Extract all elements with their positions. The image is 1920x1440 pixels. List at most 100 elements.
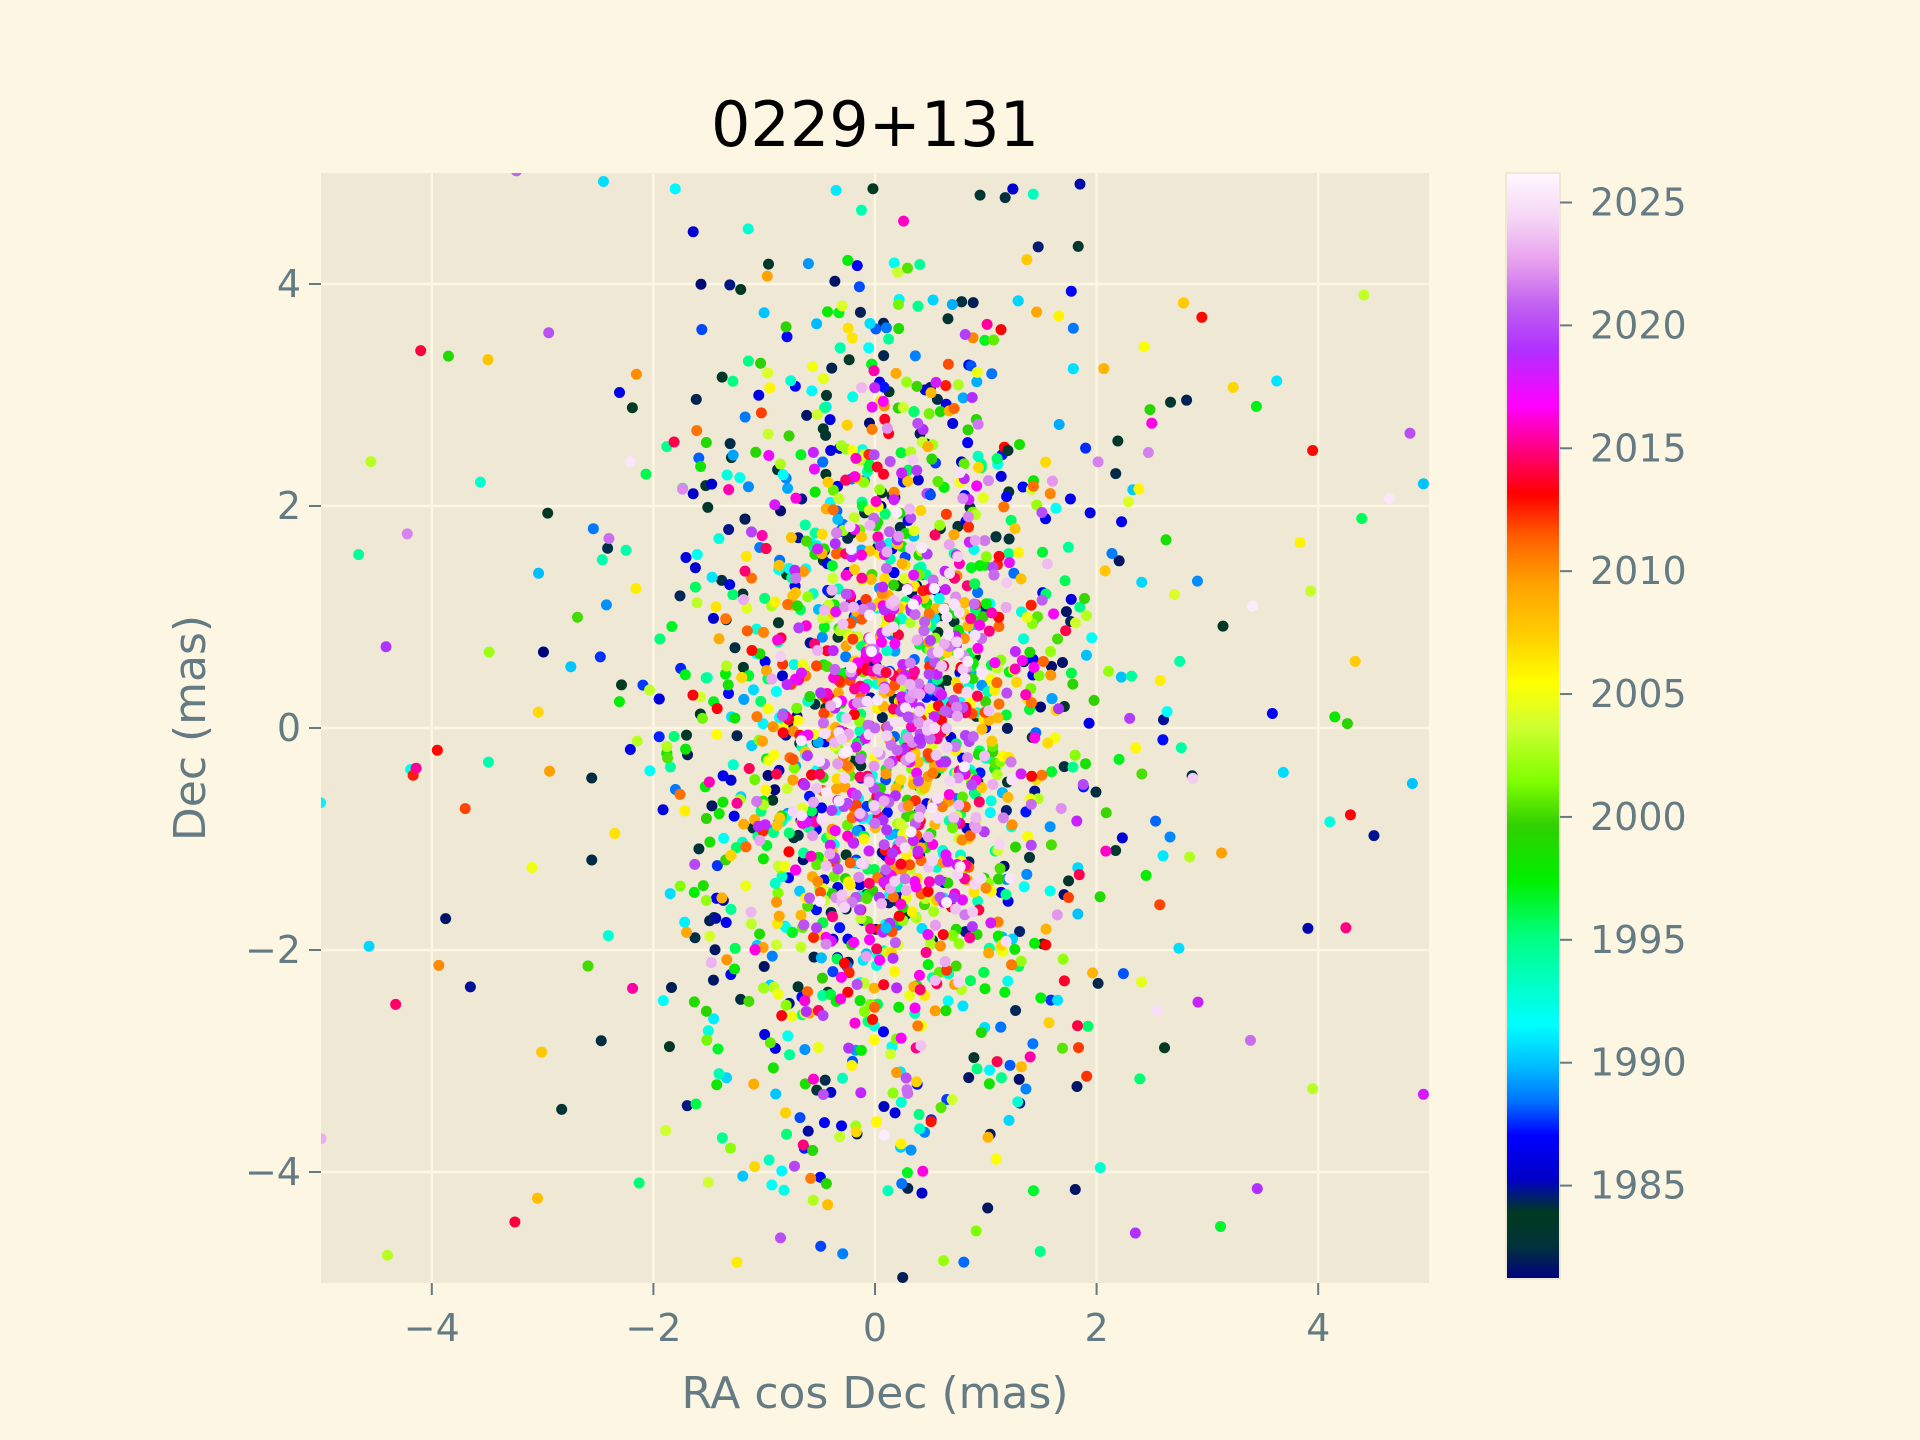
colorbar [1505, 172, 1561, 1280]
data-point [1181, 394, 1193, 406]
data-point [1006, 959, 1018, 971]
data-point [689, 858, 701, 870]
data-point [811, 660, 823, 672]
data-point [808, 463, 820, 475]
data-point [812, 543, 824, 555]
data-point [846, 1059, 858, 1071]
data-point [770, 1088, 782, 1100]
data-point [1302, 922, 1314, 934]
data-point [1052, 633, 1064, 645]
data-point [958, 458, 970, 470]
data-point [433, 959, 445, 971]
data-point [815, 1240, 827, 1252]
data-point [956, 296, 968, 308]
y-axis-ticks: −4 −2 0 2 4 [245, 262, 321, 1194]
data-point [380, 641, 392, 653]
data-point [680, 552, 692, 564]
data-point [767, 1062, 779, 1074]
data-point [1065, 285, 1077, 297]
data-point [321, 1133, 327, 1145]
data-point [1099, 565, 1111, 577]
data-point [723, 688, 735, 700]
data-point [1028, 661, 1040, 673]
data-point [936, 660, 948, 672]
data-point [752, 820, 764, 832]
data-point [1029, 937, 1041, 949]
data-point [826, 584, 838, 596]
data-point [1001, 491, 1013, 503]
data-point [1053, 703, 1065, 715]
data-point [1307, 1083, 1319, 1095]
data-point [916, 1187, 928, 1199]
data-point [1157, 850, 1169, 862]
data-point [825, 700, 837, 712]
data-point [832, 758, 844, 770]
data-point [1001, 687, 1013, 699]
data-point [991, 1056, 1003, 1068]
data-point [1046, 660, 1058, 672]
data-point [888, 257, 900, 269]
data-point [835, 971, 847, 983]
data-point [920, 946, 932, 958]
data-point [741, 625, 753, 637]
data-point [1003, 557, 1015, 569]
data-point [660, 1125, 672, 1137]
data-point [1034, 1246, 1046, 1258]
data-point [756, 530, 768, 542]
data-point [780, 1107, 792, 1119]
data-point [1033, 669, 1045, 681]
data-point [923, 408, 935, 420]
data-point [1004, 872, 1016, 884]
data-point [972, 642, 984, 654]
data-point [761, 270, 773, 282]
data-point [910, 1076, 922, 1088]
data-point [735, 284, 747, 296]
data-point [980, 598, 992, 610]
data-point [879, 413, 891, 425]
data-point [880, 864, 892, 876]
data-point [691, 425, 703, 437]
data-point [837, 618, 849, 630]
data-point [787, 774, 799, 786]
data-point [739, 513, 751, 525]
data-point [739, 565, 751, 577]
data-point [597, 175, 609, 187]
data-point [844, 521, 856, 533]
data-point [1164, 831, 1176, 843]
data-point [913, 1108, 925, 1120]
data-point [827, 645, 839, 657]
data-point [969, 578, 981, 590]
data-point [616, 679, 628, 691]
data-point [966, 779, 978, 791]
data-point [689, 562, 701, 574]
data-point [926, 855, 938, 867]
data-point [717, 796, 729, 808]
data-point [841, 760, 853, 772]
data-point [762, 367, 774, 379]
data-point [1043, 1017, 1055, 1029]
data-point [783, 846, 795, 858]
data-point [609, 827, 621, 839]
data-point [880, 322, 892, 334]
data-point [746, 572, 758, 584]
data-point [700, 894, 712, 906]
data-point [657, 995, 669, 1007]
data-point [781, 331, 793, 343]
data-point [870, 1116, 882, 1128]
y-tick-label: 2 [277, 484, 301, 528]
data-point [760, 665, 772, 677]
data-point [1062, 541, 1074, 553]
data-point [709, 944, 721, 956]
data-point [855, 204, 867, 216]
data-point [855, 1087, 867, 1099]
data-point [860, 593, 872, 605]
data-point [1266, 708, 1278, 720]
data-point [719, 668, 731, 680]
data-point [760, 784, 772, 796]
data-point [889, 937, 901, 949]
data-point [839, 772, 851, 784]
data-point [848, 936, 860, 948]
data-point [817, 1009, 829, 1021]
data-point [735, 993, 747, 1005]
